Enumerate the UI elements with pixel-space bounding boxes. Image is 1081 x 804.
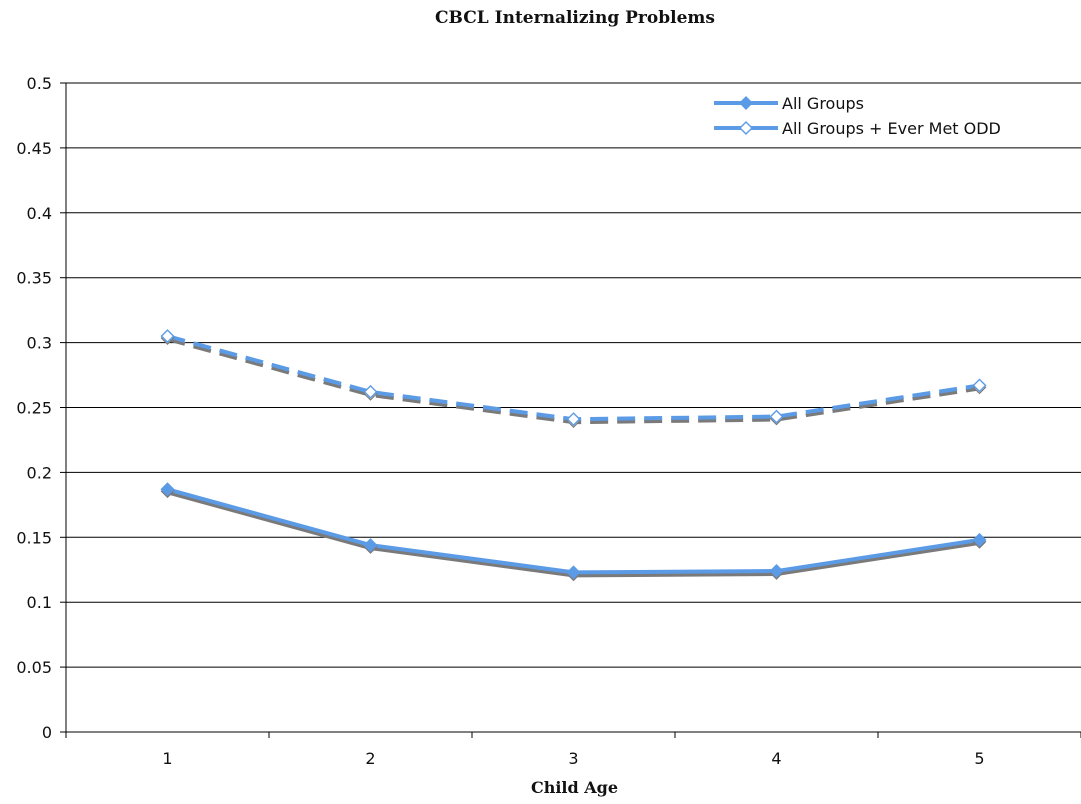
series-lines [160, 329, 987, 582]
x-tick-label: 4 [771, 749, 781, 768]
y-tick-label: 0.35 [16, 269, 52, 288]
data-point [363, 538, 378, 553]
gridlines [66, 82, 1081, 668]
data-point [972, 532, 987, 547]
series-line [166, 334, 980, 422]
x-tick-labels: 1 2 3 4 5 [162, 749, 984, 768]
x-tick-label: 2 [365, 749, 375, 768]
y-tick-label: 0.2 [27, 463, 52, 482]
series-2 [160, 329, 987, 429]
legend-item: All Groups + Ever Met ODD [714, 119, 1001, 138]
y-tick-label: 0.4 [27, 204, 52, 223]
y-tick-label: 0.5 [27, 74, 52, 93]
y-tick-label: 0.05 [16, 658, 52, 677]
data-point [769, 409, 784, 424]
data-point [566, 412, 581, 427]
legend-swatch-marker [739, 121, 753, 135]
x-tick-label: 3 [568, 749, 578, 768]
series-line [166, 487, 980, 575]
y-tick-label: 0.45 [16, 139, 52, 158]
data-point [769, 564, 784, 579]
y-tick-label: 0.3 [27, 334, 52, 353]
y-tick-label: 0.15 [16, 528, 52, 547]
series-shadow-line [166, 490, 980, 578]
data-point [972, 378, 987, 393]
legend: All Groups All Groups + Ever Met ODD [714, 94, 1001, 138]
legend-label: All Groups + Ever Met ODD [782, 119, 1001, 138]
axes [60, 82, 1081, 738]
data-point [566, 565, 581, 580]
y-tick-label: 0 [42, 723, 52, 742]
legend-item: All Groups [714, 94, 864, 113]
x-axis-title: Child Age [531, 778, 618, 797]
series-shadow-line [166, 337, 980, 425]
x-tick-label: 5 [974, 749, 984, 768]
chart-title: CBCL Internalizing Problems [435, 8, 715, 28]
series-1 [160, 482, 987, 582]
x-tick-label: 1 [162, 749, 172, 768]
y-tick-label: 0.1 [27, 593, 52, 612]
data-point [160, 329, 175, 344]
legend-swatch-marker [739, 96, 753, 110]
y-tick-labels: 0 0.05 0.1 0.15 0.2 0.25 0.3 0.35 0.4 0.45 0.5 [16, 74, 52, 742]
y-tick-label: 0.25 [16, 399, 52, 418]
data-point [160, 482, 175, 497]
legend-label: All Groups [782, 94, 864, 113]
data-point [363, 384, 378, 399]
